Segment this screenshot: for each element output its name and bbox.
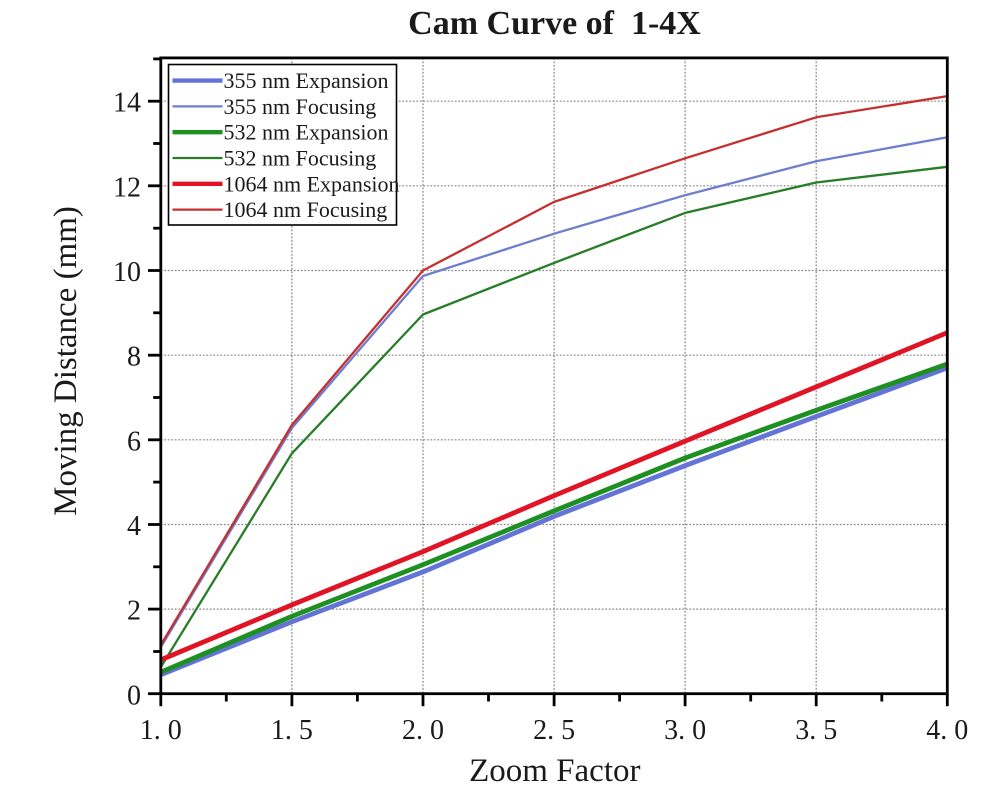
svg-text:532 nm Focusing: 532 nm Focusing — [224, 146, 377, 171]
svg-text:Zoom Factor: Zoom Factor — [469, 753, 640, 786]
svg-text:Cam Curve of 1-4X: Cam Curve of 1-4X — [408, 5, 701, 42]
svg-text:3. 5: 3. 5 — [795, 715, 837, 746]
svg-text:355 nm Expansion: 355 nm Expansion — [224, 68, 389, 93]
svg-text:355 nm Focusing: 355 nm Focusing — [224, 94, 377, 119]
svg-text:1. 5: 1. 5 — [271, 715, 313, 746]
svg-text:4. 0: 4. 0 — [926, 715, 968, 746]
svg-text:14: 14 — [113, 88, 141, 119]
svg-text:12: 12 — [113, 172, 141, 203]
svg-text:0: 0 — [127, 680, 141, 711]
svg-text:4: 4 — [127, 511, 141, 542]
svg-text:2. 5: 2. 5 — [533, 715, 575, 746]
svg-text:1064 nm Focusing: 1064 nm Focusing — [224, 197, 388, 222]
svg-text:8: 8 — [127, 342, 141, 373]
svg-text:1. 0: 1. 0 — [140, 715, 182, 746]
svg-text:1064 nm Expansion: 1064 nm Expansion — [224, 171, 400, 196]
svg-text:2: 2 — [127, 596, 141, 627]
svg-text:Moving Distance (mm): Moving Distance (mm) — [48, 206, 84, 516]
svg-text:3. 0: 3. 0 — [664, 715, 706, 746]
svg-text:2. 0: 2. 0 — [402, 715, 444, 746]
svg-text:532 nm Expansion: 532 nm Expansion — [224, 120, 389, 145]
svg-text:10: 10 — [113, 257, 141, 288]
svg-text:6: 6 — [127, 426, 141, 457]
